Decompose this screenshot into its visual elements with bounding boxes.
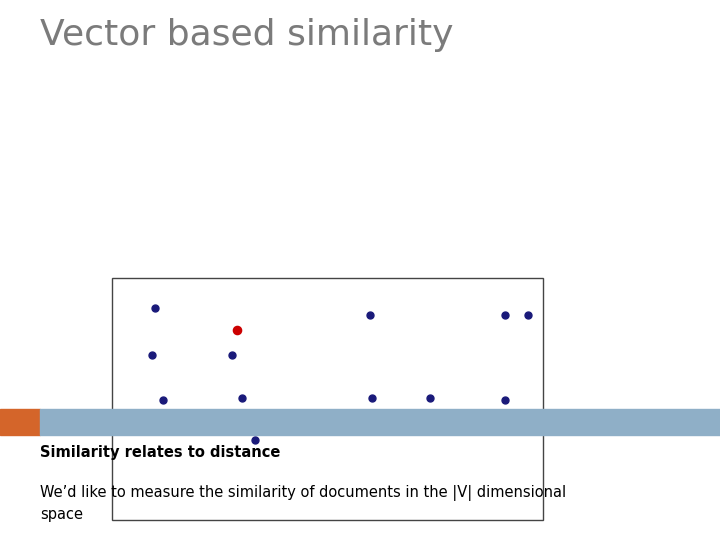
Bar: [0, 409, 40, 435]
Point: [522, 310, 534, 319]
Text: We’d like to measure the similarity of documents in the |V| dimensional
space: We’d like to measure the similarity of d…: [40, 485, 566, 522]
Bar: [40, 409, 720, 435]
Point: [157, 396, 168, 404]
Point: [499, 396, 510, 404]
Text: Vector based similarity: Vector based similarity: [40, 18, 454, 52]
Point: [231, 326, 243, 334]
Point: [424, 394, 436, 402]
Point: [146, 350, 158, 359]
Point: [364, 310, 376, 319]
Text: Similarity relates to distance: Similarity relates to distance: [40, 446, 280, 460]
Point: [149, 303, 161, 312]
Bar: [112, 278, 543, 520]
Point: [499, 310, 510, 319]
Point: [236, 394, 248, 402]
Point: [226, 350, 238, 359]
Point: [366, 394, 378, 402]
Point: [249, 436, 261, 444]
